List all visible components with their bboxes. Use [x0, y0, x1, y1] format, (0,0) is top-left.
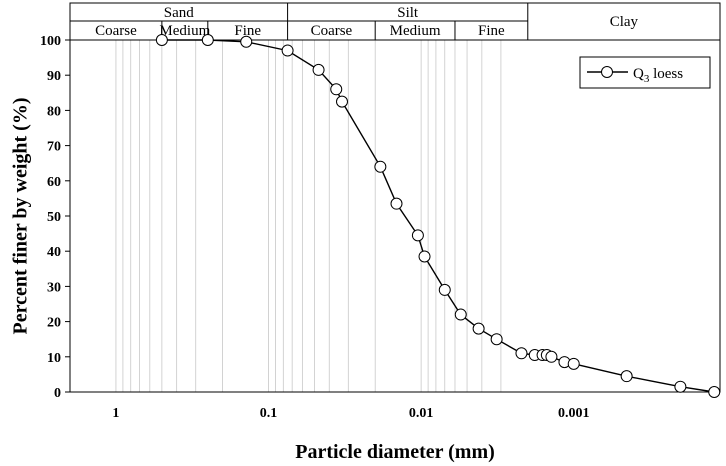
legend: Q3 loess: [579, 56, 711, 89]
data-point: [438, 283, 451, 296]
series-line: [161, 39, 715, 393]
y-tick-label: 50: [47, 210, 61, 225]
subband-label-sand-medium: Medium: [159, 23, 210, 39]
y-axis-title: Percent finer by weight (%): [10, 98, 32, 335]
y-tick-label: 20: [47, 316, 61, 331]
band-label-silt: Silt: [397, 5, 419, 21]
subband-label-silt-fine: Fine: [478, 23, 505, 39]
data-point: [454, 308, 467, 321]
data-point: [155, 34, 168, 46]
band-label-clay: Clay: [610, 14, 639, 30]
legend-label-base: Q: [633, 66, 644, 82]
subband-label-sand-coarse: Coarse: [95, 23, 137, 39]
x-axis-title: Particle diameter (mm): [295, 441, 495, 463]
subband-label-sand-fine: Fine: [234, 23, 261, 39]
data-point: [490, 333, 503, 346]
data-point: [240, 35, 253, 48]
y-tick-label: 70: [47, 140, 61, 155]
y-tick-label: 90: [47, 69, 61, 84]
data-point: [472, 322, 485, 335]
soil-classification-header: Sand Silt Clay Coarse Medium Fine Coarse Medium…: [69, 2, 721, 41]
y-tick-label: 10: [47, 351, 61, 366]
y-tick-label: 40: [47, 245, 61, 260]
data-point: [545, 350, 558, 363]
y-tick-label: 100: [40, 34, 61, 49]
data-point: [312, 63, 325, 76]
data-point: [411, 229, 424, 242]
plot-frame: [69, 39, 721, 393]
data-point: [390, 197, 403, 210]
data-point: [620, 370, 633, 383]
subband-label-silt-coarse: Coarse: [311, 23, 353, 39]
legend-label: Q3 loess: [633, 66, 683, 85]
x-tick-label: 0.01: [409, 406, 434, 421]
legend-label-suffix: loess: [649, 66, 683, 82]
y-tick-label: 0: [54, 386, 61, 401]
x-tick-label: 1: [112, 406, 119, 421]
band-label-sand: Sand: [164, 5, 195, 21]
data-point: [567, 357, 580, 370]
data-point: [418, 250, 431, 263]
x-axis: 1 0.1 0.01 0.001: [112, 406, 589, 421]
y-axis: 0 10 20 30 40 50 60 70 80 90 100: [40, 34, 70, 401]
x-tick-label: 0.001: [558, 406, 590, 421]
data-point: [330, 83, 343, 96]
subband-label-silt-medium: Medium: [390, 23, 441, 39]
y-tick-label: 30: [47, 280, 61, 295]
vertical-gridlines: [69, 40, 502, 392]
y-tick-label: 80: [47, 104, 61, 119]
data-point: [201, 34, 214, 46]
series-q3-loess: [155, 34, 721, 398]
data-point: [674, 380, 687, 393]
data-point: [374, 160, 387, 173]
y-tick-label: 60: [47, 175, 61, 190]
legend-label-subscript: 3: [644, 73, 650, 85]
data-point: [281, 44, 294, 57]
legend-marker-circle-icon: [601, 66, 613, 78]
data-point: [515, 347, 528, 360]
data-point: [336, 95, 349, 108]
data-point: [708, 386, 721, 398]
x-tick-label: 0.1: [260, 406, 278, 421]
